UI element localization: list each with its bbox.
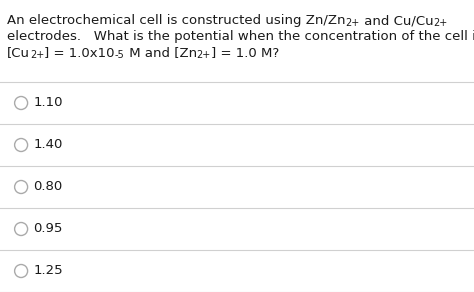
Text: [Cu: [Cu (7, 46, 30, 59)
Text: 1.25: 1.25 (34, 265, 63, 277)
Text: 2+: 2+ (30, 50, 45, 60)
Text: electrodes.   What is the potential when the concentration of the cell is: electrodes. What is the potential when t… (7, 30, 474, 43)
Text: -5: -5 (115, 50, 125, 60)
Text: 2+: 2+ (434, 18, 448, 28)
Text: 2+: 2+ (197, 50, 211, 60)
Text: 0.80: 0.80 (34, 180, 63, 194)
Text: ] = 1.0 M?: ] = 1.0 M? (211, 46, 279, 59)
Text: 1.40: 1.40 (34, 138, 63, 152)
Text: 0.95: 0.95 (34, 223, 63, 236)
Text: 2+: 2+ (346, 18, 360, 28)
Text: ] = 1.0x10: ] = 1.0x10 (45, 46, 115, 59)
Text: An electrochemical cell is constructed using Zn/Zn: An electrochemical cell is constructed u… (7, 14, 346, 27)
Text: and Cu/Cu: and Cu/Cu (360, 14, 434, 27)
Text: 1.10: 1.10 (34, 96, 63, 110)
Text: M and [Zn: M and [Zn (125, 46, 197, 59)
